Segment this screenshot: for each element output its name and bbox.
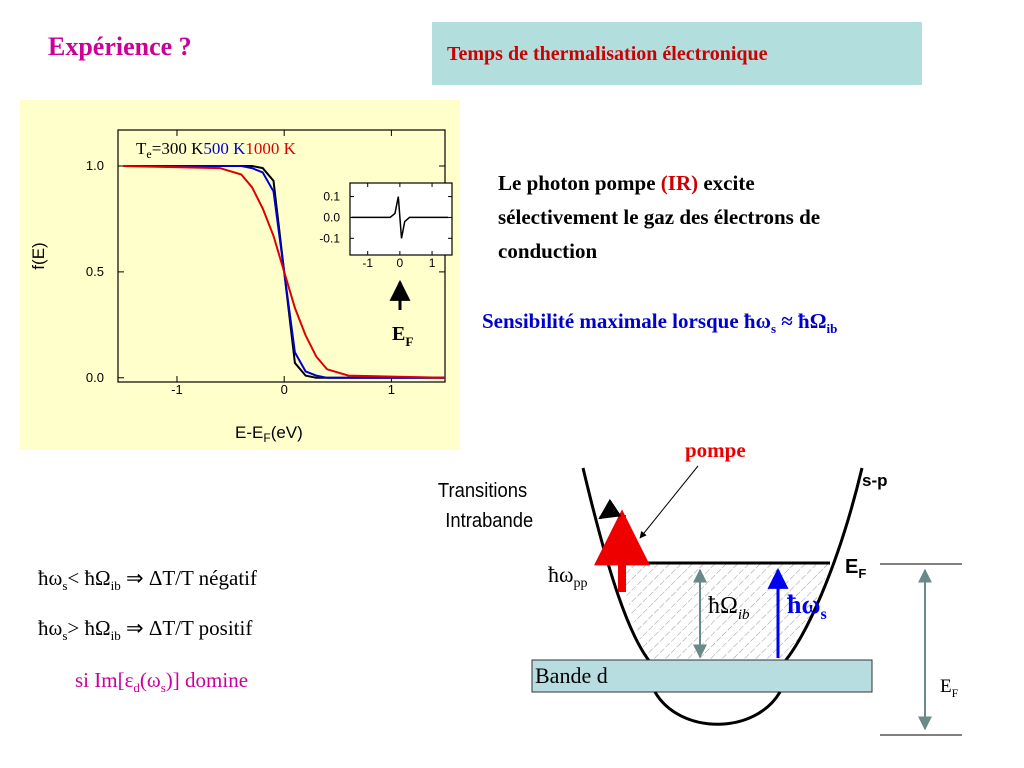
sub: s <box>820 606 826 623</box>
text: ħω <box>38 616 62 640</box>
ef-sub: F <box>405 334 413 349</box>
series-line <box>351 196 449 239</box>
text: ħω <box>548 562 573 587</box>
paragraph-line: conduction <box>498 239 598 263</box>
sub: ib <box>111 628 121 643</box>
plot-frame <box>349 182 453 256</box>
x-axis-label-sub: F <box>263 431 270 445</box>
y-tick-label: 1.0 <box>86 158 104 173</box>
y-axis-label: f(E) <box>29 242 48 269</box>
x-tick-label: 0 <box>281 382 288 397</box>
legend-entry: 1000 K <box>245 139 296 158</box>
text: ħω <box>787 590 820 619</box>
sub: pp <box>573 576 587 591</box>
x-tick-label: -1 <box>171 382 183 397</box>
sub: d <box>133 680 140 695</box>
paragraph-text: Le photon pompe <box>498 171 661 195</box>
condition: ħωs< ħΩib ⇒ ΔT/T négatif <box>38 566 257 593</box>
condition-note: si Im[εd(ωs)] domine <box>75 668 248 695</box>
x-tick-label: 0 <box>397 256 404 270</box>
x-axis-label-text: E-E <box>235 423 263 442</box>
intraband-arrow <box>598 498 622 520</box>
chart-background <box>20 100 460 450</box>
text: < ħΩ <box>67 566 110 590</box>
omega-pp: ħωpp <box>548 562 587 591</box>
d-band-curve <box>653 691 782 726</box>
text: ⇒ ΔT/T négatif <box>121 566 257 590</box>
pompe-pointer <box>639 465 699 539</box>
bande-d-label: Bande d <box>535 663 608 688</box>
slide-title: Expérience ? <box>48 32 192 61</box>
legend: Te=300 K500 K1000 K <box>136 139 297 161</box>
legend-title: T <box>136 139 147 158</box>
y-tick-label: 0.0 <box>323 210 340 224</box>
ef-label: EF <box>392 323 413 349</box>
sensibilite: Sensibilité maximale lorsque ħωs ≈ ħΩib <box>482 309 837 336</box>
text: E <box>845 556 858 578</box>
x-axis-label: E-EF(eV) <box>235 423 303 445</box>
paragraph-line: Le photon pompe (IR) excite <box>498 171 755 195</box>
x-tick-label: 1 <box>429 256 436 270</box>
text: si Im[ε <box>75 668 134 692</box>
x-axis-label-suffix: (eV) <box>271 423 303 442</box>
sub: s <box>62 628 67 643</box>
sub: ib <box>738 607 750 623</box>
chart: 0.00.51.0-1 0 1Te=300 K500 K1000 Kf(E)E-EF… <box>29 129 453 445</box>
inset-background <box>350 183 452 255</box>
x-tick-label: -1 <box>362 256 373 270</box>
y-tick-label: -0.1 <box>319 231 340 245</box>
y-tick-label: 0.1 <box>323 190 340 204</box>
omega-s: ħωs <box>787 590 827 623</box>
y-tick-label: 0.5 <box>86 264 104 279</box>
text: ⇒ ΔT/T positif <box>121 616 253 640</box>
ef-text: E <box>392 323 405 345</box>
legend-title-suffix: = <box>152 139 162 158</box>
paragraph-line: sélectivement le gaz des électrons de <box>498 205 820 229</box>
plot-frame <box>117 129 446 383</box>
intrabande-label: Intrabande <box>445 510 533 532</box>
text: E <box>940 676 952 697</box>
sub: s <box>62 578 67 593</box>
text: (ω <box>140 668 161 692</box>
text: Sensibilité maximale lorsque ħω <box>482 309 771 333</box>
series-line <box>123 165 446 379</box>
text: > ħΩ <box>67 616 110 640</box>
paragraph-ir: (IR) <box>661 171 698 195</box>
sub: F <box>952 686 959 700</box>
ef-diagram: EF <box>845 556 866 581</box>
header-box <box>432 22 922 85</box>
text: )] domine <box>166 668 248 692</box>
transitions-label: Transitions <box>438 480 527 502</box>
pompe-label: pompe <box>685 438 746 462</box>
text: ħΩ <box>708 593 738 619</box>
condition: ħωs> ħΩib ⇒ ΔT/T positif <box>38 616 252 643</box>
sub: F <box>858 566 866 581</box>
sub: s <box>771 321 776 336</box>
legend-entry: 500 K <box>203 139 246 158</box>
paragraph-text: excite <box>698 171 755 195</box>
text: ħω <box>38 566 62 590</box>
sub: ib <box>827 321 838 336</box>
sub: ib <box>111 578 121 593</box>
band-diagram: pompe Transitions Intrabande s-p ħωpp EF… <box>438 438 962 736</box>
text: ≈ ħΩ <box>776 309 827 333</box>
ef-depth-label: EF <box>940 676 959 700</box>
y-tick-label: 0.0 <box>86 370 104 385</box>
sp-label: s-p <box>862 471 888 490</box>
d-band <box>531 659 873 693</box>
omega-ib: ħΩib <box>708 593 750 623</box>
x-tick-label: 1 <box>388 382 395 397</box>
sub: s <box>161 680 166 695</box>
legend-entry: 300 K <box>161 139 204 158</box>
header-text: Temps de thermalisation électronique <box>447 43 768 65</box>
legend-title-sub: e <box>146 147 151 161</box>
